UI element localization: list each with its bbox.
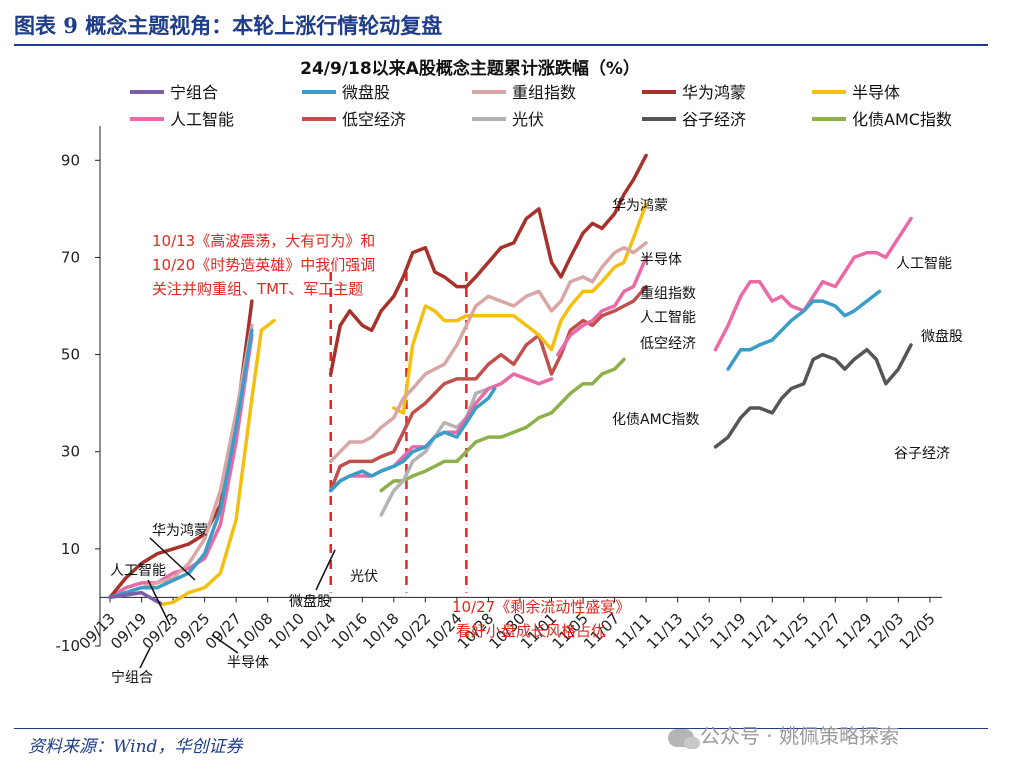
- title-rule: [14, 44, 988, 46]
- series-label: 微盘股: [921, 328, 963, 345]
- series-label: 光伏: [350, 569, 378, 585]
- y-tick-label: 90: [61, 151, 80, 169]
- series-labels: 华为鸿蒙半导体重组指数人工智能低空经济化债AMC指数人工智能微盘股谷子经济华为鸿…: [110, 197, 963, 686]
- figure-title: 图表 9 概念主题视角：本轮上涨行情轮动复盘: [14, 13, 443, 38]
- legend-label: 宁组合: [170, 83, 218, 102]
- series-line: [713, 216, 913, 352]
- annotation-text: 关注并购重组、TMT、军工主题: [152, 280, 363, 298]
- legend-label: 半导体: [852, 83, 900, 102]
- watermark-text: 公众号 · 姚佩策略探索: [700, 724, 900, 748]
- legend-label: 谷子经济: [682, 110, 746, 129]
- series-label: 化债AMC指数: [612, 412, 699, 428]
- series-label: 低空经济: [640, 336, 696, 352]
- y-tick-label: -10: [56, 637, 81, 655]
- annotation-text: 看好小盘成长风格占优: [456, 622, 606, 640]
- label-pointer: [211, 634, 239, 654]
- source-rule: [14, 728, 988, 729]
- y-tick-label: 50: [61, 346, 80, 364]
- series-line: [392, 202, 648, 415]
- series-label: 谷子经济: [894, 446, 950, 462]
- series-line: [108, 328, 254, 600]
- x-tick-label: 12/05: [895, 610, 938, 653]
- line-chart: 24/9/18以来A股概念主题累计涨跌幅（%） 宁组合 微盘股 重组指数 华为鸿蒙 半导…: [56, 58, 964, 686]
- annotation-text: 10/20《时势造英雄》中我们强调: [152, 256, 375, 274]
- series-label: 宁组合: [111, 669, 153, 686]
- y-tick-label: 30: [61, 443, 80, 461]
- axes: -10103050709009/1309/1909/2309/2509/2710…: [56, 126, 942, 655]
- annotation-text: 10/27《剩余流动性盛宴》: [452, 598, 630, 616]
- legend-label: 重组指数: [512, 83, 576, 102]
- series-label: 华为鸿蒙: [612, 197, 668, 214]
- series-group: [108, 153, 913, 607]
- series-line: [328, 284, 648, 493]
- label-pointer: [147, 579, 171, 626]
- wechat-icon: [668, 728, 700, 749]
- legend-label: 化债AMC指数: [852, 110, 952, 129]
- watermark: 公众号 · 姚佩策略探索: [668, 720, 899, 749]
- legend-label: 光伏: [512, 110, 544, 129]
- series-line: [158, 318, 276, 607]
- series-line: [379, 357, 626, 493]
- label-pointer: [149, 537, 196, 581]
- legend-label: 人工智能: [170, 110, 234, 129]
- series-line: [328, 153, 648, 376]
- series-line: [328, 241, 648, 464]
- series-label: 半导体: [227, 655, 269, 671]
- legend-label: 华为鸿蒙: [682, 83, 746, 102]
- series-label: 半导体: [640, 252, 682, 268]
- series-label: 华为鸿蒙: [152, 522, 208, 539]
- series-line: [108, 333, 254, 600]
- series-line: [556, 255, 648, 357]
- source-note: 资料来源：Wind，华创证券: [28, 737, 243, 757]
- chart-title: 24/9/18以来A股概念主题累计涨跌幅（%）: [300, 58, 640, 79]
- annotations: 10/13《高波震荡，大有可为》和 10/20《时势造英雄》中我们强调关注并购重组…: [152, 232, 630, 640]
- series-line: [726, 289, 882, 371]
- series-label: 人工智能: [110, 563, 166, 579]
- series-label: 人工智能: [640, 310, 696, 326]
- series-label: 人工智能: [896, 256, 952, 272]
- series-line: [713, 343, 913, 449]
- y-tick-label: 10: [61, 540, 80, 558]
- series-label: 微盘股: [289, 593, 331, 610]
- label-pointer: [139, 647, 151, 669]
- series-line: [328, 386, 497, 493]
- series-line: [108, 590, 163, 606]
- label-pointer: [315, 549, 336, 591]
- y-tick-label: 70: [61, 248, 80, 266]
- annotation-text: 10/13《高波震荡，大有可为》和: [152, 232, 375, 250]
- series-label: 重组指数: [640, 286, 696, 302]
- legend-label: 微盘股: [342, 83, 390, 102]
- legend-label: 低空经济: [342, 110, 406, 129]
